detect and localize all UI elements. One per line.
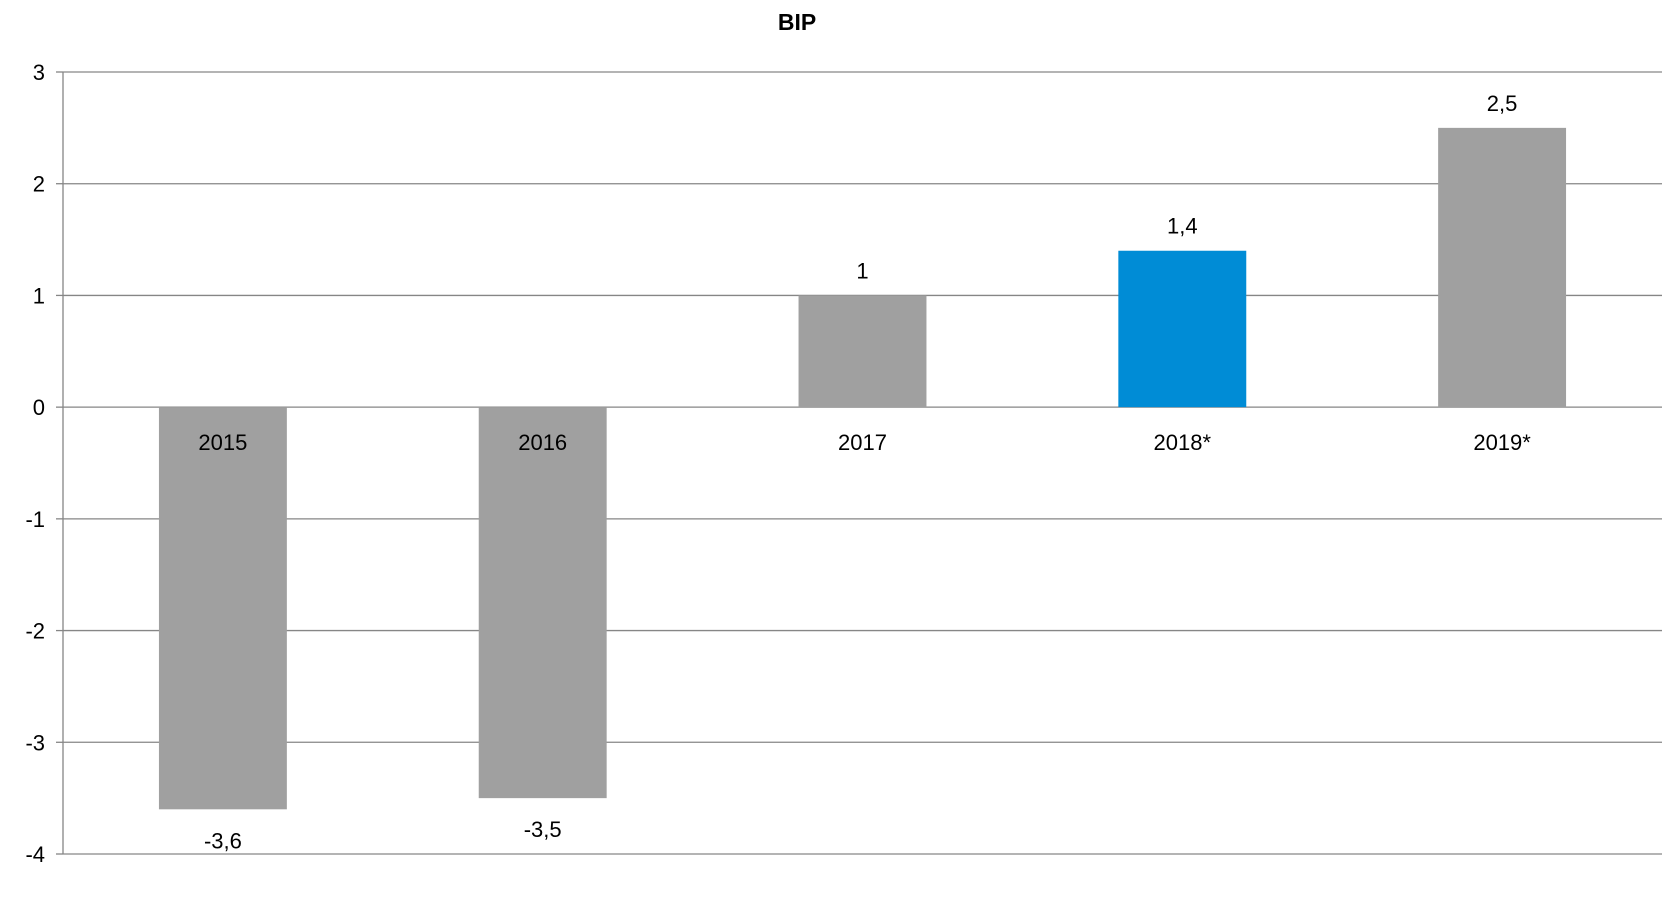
- y-tick-label: -2: [25, 619, 45, 644]
- bar: [1438, 127, 1567, 408]
- bar: [478, 407, 607, 799]
- x-category-label: 2019*: [1473, 430, 1531, 455]
- y-tick-label: -3: [25, 730, 45, 755]
- y-tick-label: 2: [33, 172, 45, 197]
- data-label: -3,5: [524, 817, 562, 842]
- x-category-label: 2017: [838, 430, 887, 455]
- data-label: 2,5: [1487, 91, 1518, 116]
- bar: [798, 295, 927, 408]
- labels: 3 2 1 0 -1 -2 -3 -4 2015 -3,6 2016 -3,5 2017 1 2018* 1,…: [25, 60, 1531, 867]
- gridlines: [63, 71, 1662, 855]
- data-label: 1,4: [1167, 214, 1198, 239]
- y-tick-label: -1: [25, 507, 45, 532]
- x-category-label: 2015: [198, 430, 247, 455]
- bars: [158, 127, 1567, 810]
- y-tick-label: 0: [33, 395, 45, 420]
- axes: [56, 71, 64, 855]
- y-tick-label: 1: [33, 283, 45, 308]
- y-tick-label: 3: [33, 60, 45, 85]
- y-tick-label: -4: [25, 842, 45, 867]
- x-category-label: 2018*: [1154, 430, 1212, 455]
- data-label: 1: [856, 258, 868, 283]
- data-label: -3,6: [204, 828, 242, 853]
- bar: [1118, 250, 1247, 408]
- chart-title: BIP: [778, 9, 816, 35]
- bar: [158, 407, 287, 810]
- x-category-label: 2016: [518, 430, 567, 455]
